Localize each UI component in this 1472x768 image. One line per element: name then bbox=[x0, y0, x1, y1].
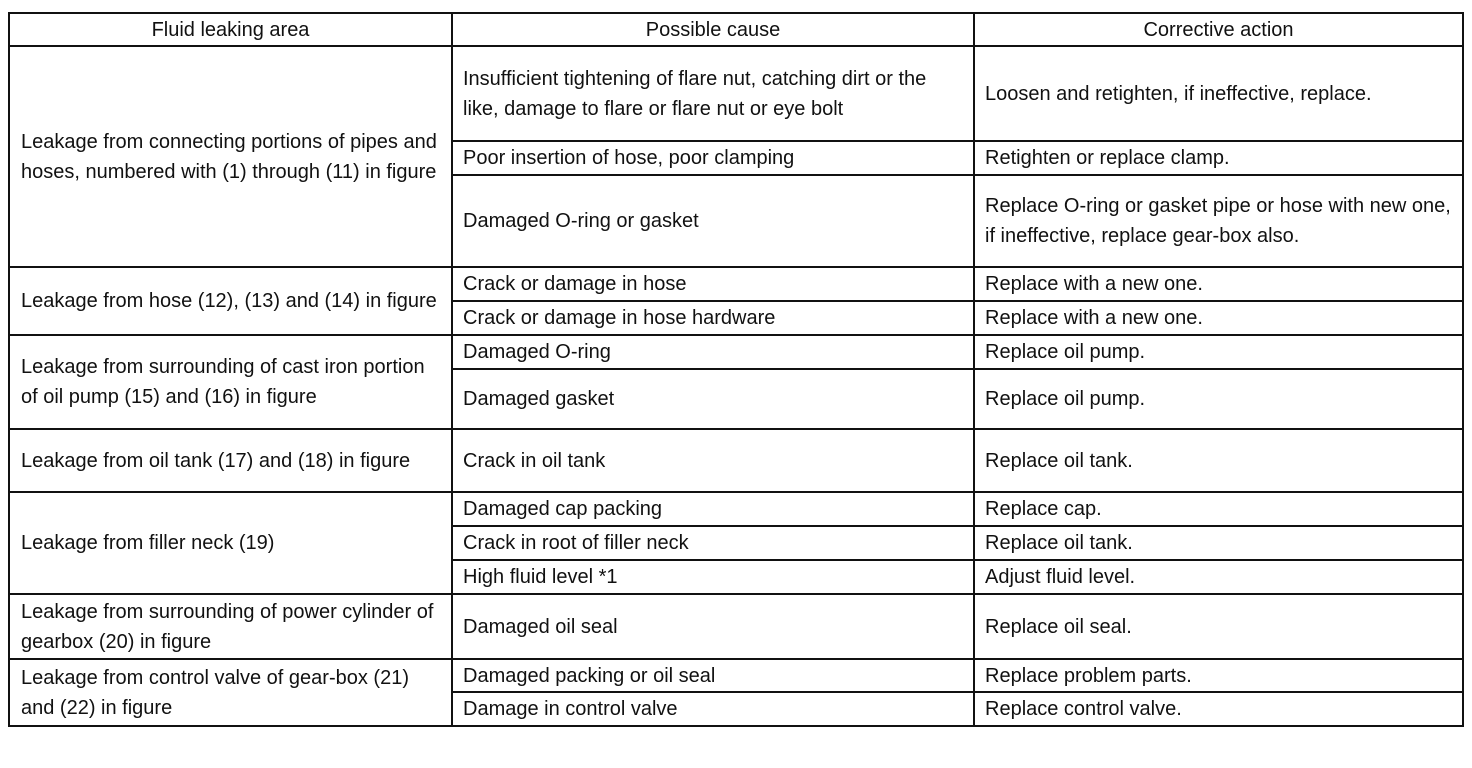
possible-cause: Damaged gasket bbox=[451, 368, 975, 430]
possible-cause: Damaged cap packing bbox=[451, 491, 975, 527]
table-body: Leakage from connecting portions of pipe… bbox=[8, 45, 1464, 727]
leak-area: Leakage from connecting portions of pipe… bbox=[8, 45, 453, 268]
corrective-action: Adjust fluid level. bbox=[973, 559, 1464, 595]
corrective-action: Replace O-ring or gasket pipe or hose wi… bbox=[973, 174, 1464, 268]
table-row: Leakage from oil tank (17) and (18) in f… bbox=[8, 428, 1464, 493]
table-row: Leakage from surrounding of power cylind… bbox=[8, 593, 1464, 660]
header-cell: Corrective action bbox=[973, 12, 1464, 47]
leak-area: Leakage from oil tank (17) and (18) in f… bbox=[8, 428, 453, 493]
possible-cause: Damaged oil seal bbox=[451, 593, 975, 660]
corrective-action: Loosen and retighten, if ineffective, re… bbox=[973, 45, 1464, 142]
possible-cause: Poor insertion of hose, poor clamping bbox=[451, 140, 975, 176]
corrective-action: Replace oil pump. bbox=[973, 368, 1464, 430]
corrective-action: Replace with a new one. bbox=[973, 266, 1464, 302]
corrective-action: Retighten or replace clamp. bbox=[973, 140, 1464, 176]
corrective-action: Replace oil tank. bbox=[973, 525, 1464, 561]
possible-cause: Crack or damage in hose hardware bbox=[451, 300, 975, 336]
table-row: Leakage from control valve of gear-box (… bbox=[8, 658, 1464, 727]
corrective-action: Replace oil seal. bbox=[973, 593, 1464, 660]
corrective-action: Replace oil pump. bbox=[973, 334, 1464, 370]
table-row: Leakage from hose (12), (13) and (14) in… bbox=[8, 266, 1464, 336]
possible-cause: High fluid level *1 bbox=[451, 559, 975, 595]
possible-cause: Damaged O-ring bbox=[451, 334, 975, 370]
table-row: Leakage from surrounding of cast iron po… bbox=[8, 334, 1464, 430]
table-row: Crack or damage in hose hardware Replace … bbox=[9, 300, 1464, 336]
table-row: Damaged gasket Replace oil pump. bbox=[9, 368, 1464, 430]
table-row: Poor insertion of hose, poor clamping Ret… bbox=[9, 140, 1464, 176]
table-row: Damaged O-ring or gasket Replace O-ring o… bbox=[9, 174, 1464, 268]
table-row: Crack in root of filler neck Replace oil … bbox=[9, 525, 1464, 561]
possible-cause: Damage in control valve bbox=[451, 691, 975, 727]
table-row: Damage in control valve Replace control v… bbox=[9, 691, 1464, 727]
header-cell: Fluid leaking area bbox=[8, 12, 453, 47]
leak-area: Leakage from surrounding of power cylind… bbox=[8, 593, 453, 660]
possible-cause: Crack in oil tank bbox=[451, 428, 975, 493]
leak-area: Leakage from surrounding of cast iron po… bbox=[8, 334, 453, 430]
possible-cause: Damaged packing or oil seal bbox=[451, 658, 975, 693]
leak-area: Leakage from control valve of gear-box (… bbox=[8, 658, 453, 727]
leak-area: Leakage from hose (12), (13) and (14) in… bbox=[8, 266, 453, 336]
corrective-action: Replace control valve. bbox=[973, 691, 1464, 727]
table-row: High fluid level *1 Adjust fluid level. bbox=[9, 559, 1464, 595]
possible-cause: Crack or damage in hose bbox=[451, 266, 975, 302]
header-cell: Possible cause bbox=[451, 12, 975, 47]
troubleshooting-table: Fluid leaking area Possible cause Correc… bbox=[8, 12, 1464, 727]
leak-area: Leakage from filler neck (19) bbox=[8, 491, 453, 595]
header-row: Fluid leaking area Possible cause Correc… bbox=[8, 12, 1464, 47]
corrective-action: Replace oil tank. bbox=[973, 428, 1464, 493]
possible-cause: Crack in root of filler neck bbox=[451, 525, 975, 561]
possible-cause: Insufficient tightening of flare nut, ca… bbox=[451, 45, 975, 142]
possible-cause: Damaged O-ring or gasket bbox=[451, 174, 975, 268]
corrective-action: Replace with a new one. bbox=[973, 300, 1464, 336]
table-row: Leakage from filler neck (19) Damaged cap… bbox=[8, 491, 1464, 595]
corrective-action: Replace problem parts. bbox=[973, 658, 1464, 693]
corrective-action: Replace cap. bbox=[973, 491, 1464, 527]
table-row: Leakage from connecting portions of pipe… bbox=[8, 45, 1464, 268]
